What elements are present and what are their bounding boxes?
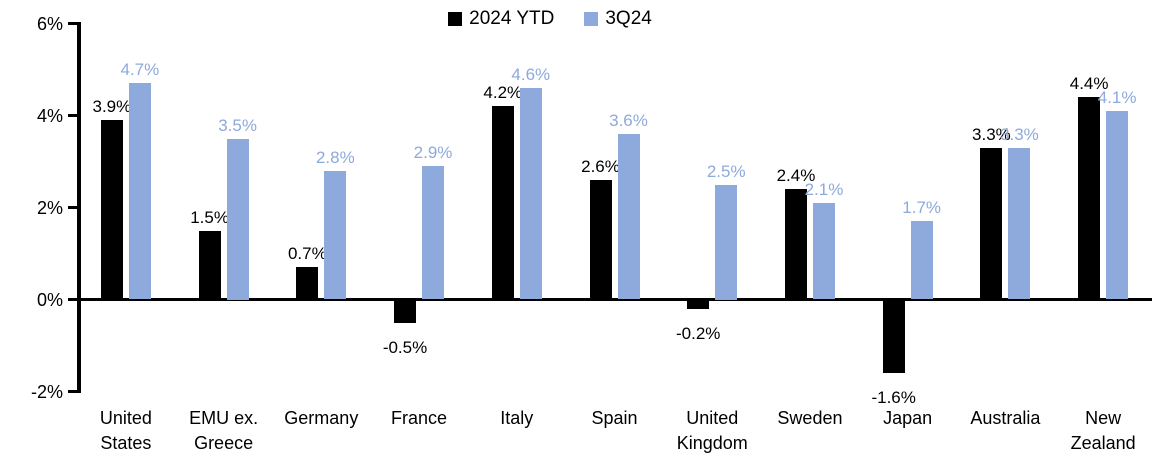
value-label-3q24-united-states: 4.7% (120, 60, 160, 80)
legend-item-3q24: 3Q24 (584, 8, 652, 30)
bar-2024-ytd-emu-ex-greece (198, 230, 221, 300)
bar-3q24-italy (519, 87, 542, 300)
category-label-japan: Japan (883, 408, 933, 428)
bar-2024-ytd-australia (980, 147, 1003, 300)
value-label-2024-ytd-france: -0.5% (382, 337, 428, 357)
chart-legend: 2024 YTD 3Q24 (0, 8, 1126, 30)
category-label-new-zealand: New Zealand (1070, 408, 1136, 453)
value-label-2024-ytd-new-zealand: 4.4% (1069, 74, 1109, 94)
value-label-3q24-united-kingdom: 2.5% (706, 161, 746, 181)
bar-3q24-united-states (128, 83, 151, 300)
value-label-2024-ytd-japan: -1.6% (871, 388, 916, 408)
value-label-3q24-france: 2.9% (413, 143, 453, 163)
bar-2024-ytd-new-zealand (1078, 97, 1101, 300)
legend-swatch-2024-ytd (448, 12, 463, 26)
y-tick-mark-6- (68, 22, 77, 25)
y-tick-label-4-: 4% (36, 105, 63, 126)
y-tick-mark-2- (68, 206, 77, 209)
y-tick-label--2-: -2% (30, 381, 63, 402)
legend-item-2024-ytd: 2024 YTD (448, 8, 554, 30)
bar-3q24-united-kingdom (715, 184, 738, 300)
value-label-2024-ytd-italy: 4.2% (483, 83, 523, 103)
zero-baseline (77, 298, 1152, 301)
legend-swatch-3q24 (584, 12, 599, 26)
y-tick-label-6-: 6% (36, 13, 63, 34)
value-label-3q24-sweden: 2.1% (804, 179, 844, 199)
value-label-2024-ytd-sweden: 2.4% (776, 166, 816, 186)
value-label-2024-ytd-emu-ex-greece: 1.5% (190, 207, 229, 227)
value-label-2024-ytd-australia: 3.3% (972, 124, 1011, 144)
value-label-3q24-australia: 3.3% (1000, 124, 1039, 144)
value-label-3q24-italy: 4.6% (511, 64, 551, 84)
bar-3q24-australia (1008, 147, 1031, 300)
bar-3q24-sweden (812, 202, 835, 300)
value-label-3q24-japan: 1.7% (902, 198, 942, 218)
category-label-france: France (391, 408, 448, 428)
bar-2024-ytd-sweden (784, 189, 807, 300)
bar-2024-ytd-united-states (100, 120, 123, 300)
category-label-united-kingdom: United Kingdom (676, 408, 748, 453)
value-label-2024-ytd-united-states: 3.9% (92, 97, 132, 117)
value-label-2024-ytd-germany: 0.7% (287, 244, 327, 264)
bar-2024-ytd-spain (589, 179, 612, 300)
category-label-spain: Spain (591, 408, 638, 428)
bar-2024-ytd-italy (491, 106, 514, 300)
y-tick-mark-0- (68, 298, 77, 301)
bar-3q24-spain (617, 133, 640, 300)
category-label-italy: Italy (500, 408, 534, 428)
bar-2024-ytd-france (394, 299, 417, 323)
y-axis-line (77, 22, 81, 393)
bar-2024-ytd-japan (882, 299, 905, 374)
y-tick-label-0-: 0% (36, 289, 63, 310)
category-label-australia: Australia (970, 408, 1041, 428)
bar-3q24-japan (910, 221, 933, 300)
bar-2024-ytd-germany (296, 267, 319, 300)
y-tick-mark--2- (68, 390, 77, 393)
category-label-united-states: United States (99, 408, 152, 453)
y-tick-mark-4- (68, 114, 77, 117)
value-label-3q24-emu-ex-greece: 3.5% (218, 115, 257, 135)
legend-label-2024-ytd: 2024 YTD (469, 8, 555, 29)
category-label-emu-ex-greece: EMU ex. Greece (189, 408, 259, 453)
value-label-2024-ytd-united-kingdom: -0.2% (676, 323, 721, 343)
value-label-3q24-germany: 2.8% (315, 147, 355, 167)
bar-3q24-france (422, 166, 445, 300)
y-tick-label-2-: 2% (36, 197, 63, 218)
value-label-2024-ytd-spain: 2.6% (581, 156, 620, 176)
bar-3q24-germany (324, 170, 347, 300)
value-label-3q24-spain: 3.6% (609, 110, 648, 130)
value-label-3q24-new-zealand: 4.1% (1097, 87, 1137, 107)
bar-2024-ytd-united-kingdom (687, 299, 710, 309)
legend-label-3q24: 3Q24 (605, 8, 652, 29)
bar-3q24-emu-ex-greece (226, 138, 249, 300)
category-label-germany: Germany (284, 408, 359, 428)
category-label-sweden: Sweden (777, 408, 843, 428)
bar-3q24-new-zealand (1106, 110, 1129, 300)
